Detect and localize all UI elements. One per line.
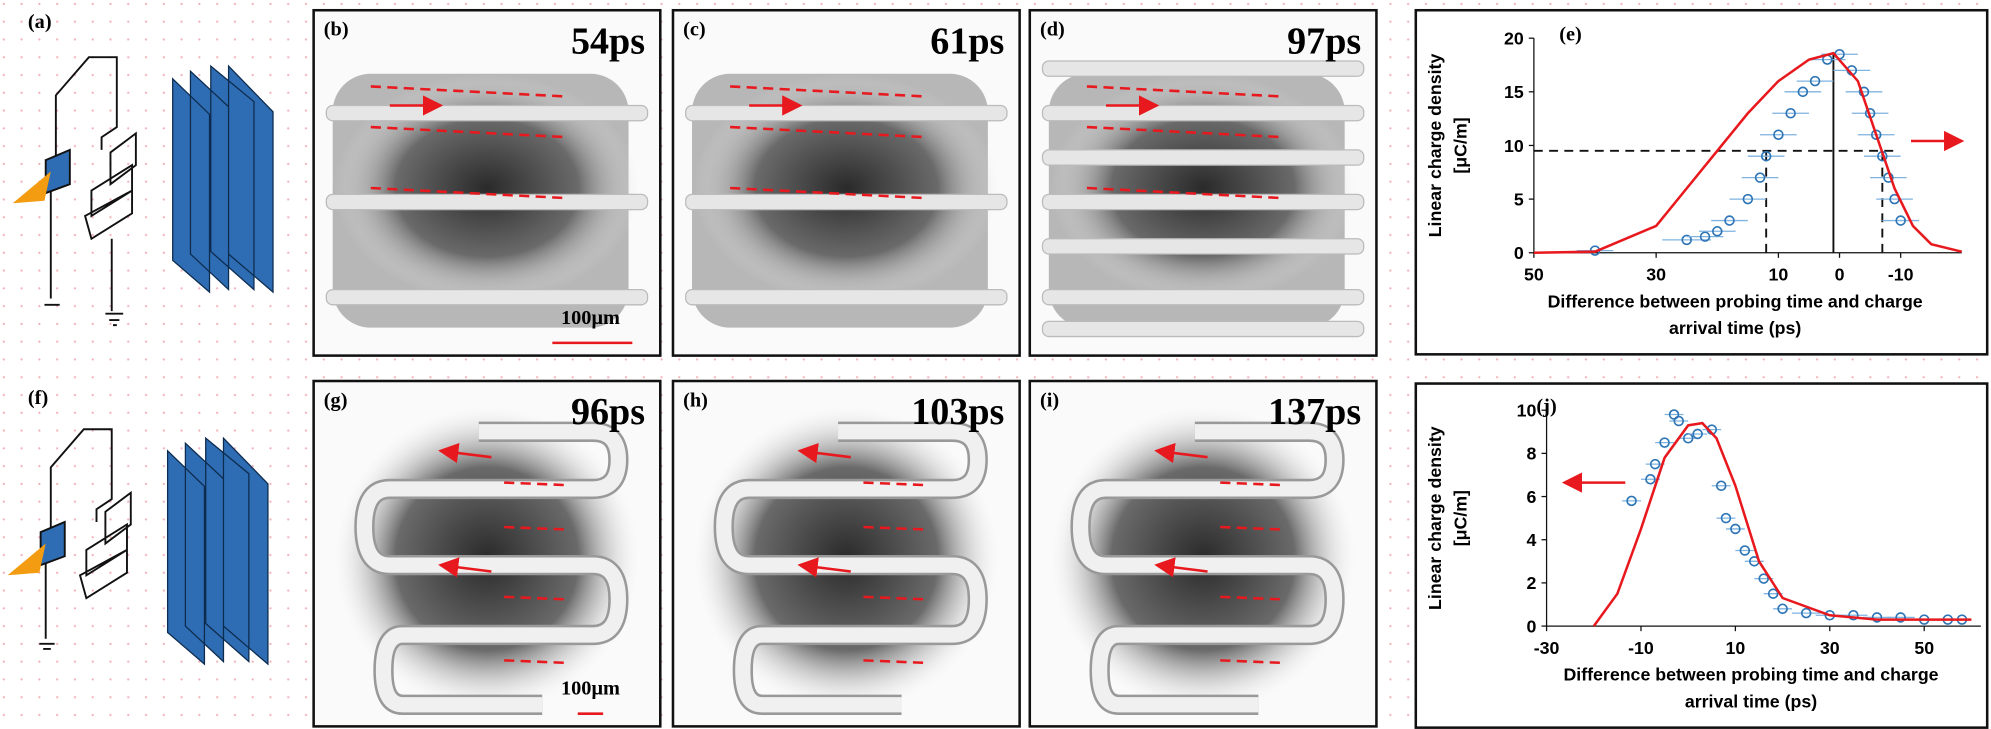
panel-label: (e) (1559, 24, 1582, 46)
panel-label: (h) (683, 389, 708, 411)
panel-label: (j) (1536, 396, 1556, 418)
y-tick-label: 15 (1504, 82, 1524, 102)
x-tick-label: 50 (1914, 638, 1934, 658)
x-tick-label: 30 (1820, 638, 1840, 658)
time-label: 54ps (571, 20, 645, 62)
y-tick-label: 2 (1527, 573, 1537, 593)
wire (326, 290, 647, 305)
y-tick-label: 4 (1527, 530, 1537, 550)
y-axis-label: Linear charge density (1425, 54, 1445, 238)
x-axis-label: Difference between probing time and char… (1563, 665, 1938, 685)
panel-label: (i) (1040, 389, 1059, 411)
panel-label: (b) (324, 19, 349, 41)
wire (1042, 105, 1363, 120)
panel-label: (c) (683, 19, 706, 41)
panel-label: (f) (28, 387, 48, 409)
y-axis-label: Linear charge density (1425, 426, 1445, 610)
x-tick-label: 50 (1524, 265, 1544, 285)
panel-label: (g) (324, 389, 348, 411)
x-tick-label: 0 (1835, 265, 1845, 285)
panel-label: (d) (1040, 19, 1065, 41)
time-label: 97ps (1287, 20, 1361, 62)
wire (326, 105, 647, 120)
y-tick-label: 10 (1517, 401, 1537, 421)
page: (a) (f) (b) 54ps 100μm (c) 61ps (d) 97ps (g) 96p… (0, 0, 1991, 729)
figure: (a) (f) (b) 54ps 100μm (c) 61ps (d) 97ps (g) 96p… (0, 0, 1991, 729)
y-axis-label: [μC/m] (1451, 490, 1471, 546)
y-tick-label: 20 (1504, 29, 1524, 49)
x-tick-label: 30 (1646, 265, 1666, 285)
x-tick-label: -10 (1888, 265, 1914, 285)
wire (686, 290, 1007, 305)
x-axis-label: arrival time (ps) (1669, 318, 1801, 338)
wire (1042, 290, 1363, 305)
x-tick-label: -10 (1628, 638, 1654, 658)
wire (326, 194, 647, 209)
y-tick-label: 5 (1514, 189, 1524, 209)
wire (686, 105, 1007, 120)
y-tick-label: 6 (1527, 487, 1537, 507)
panel-label: (a) (28, 11, 52, 33)
y-tick-label: 8 (1527, 444, 1537, 464)
x-axis-label: arrival time (ps) (1685, 691, 1817, 711)
time-label: 137ps (1268, 391, 1361, 433)
wire (1042, 194, 1363, 209)
x-axis-label: Difference between probing time and char… (1548, 291, 1923, 311)
scale-label: 100μm (561, 307, 620, 329)
scale-label: 100μm (561, 678, 620, 700)
wire (1042, 61, 1363, 76)
y-tick-label: 10 (1504, 136, 1524, 156)
x-tick-label: -30 (1534, 638, 1560, 658)
y-axis-label: [μC/m] (1451, 117, 1471, 173)
y-tick-label: 0 (1514, 243, 1524, 263)
wire (1042, 321, 1363, 336)
x-tick-label: 10 (1726, 638, 1746, 658)
time-label: 103ps (911, 391, 1004, 433)
wire (1042, 239, 1363, 254)
time-label: 61ps (930, 20, 1004, 62)
y-tick-label: 0 (1527, 616, 1537, 636)
time-label: 96ps (571, 391, 645, 433)
wire (686, 194, 1007, 209)
wire (1042, 150, 1363, 165)
x-tick-label: 10 (1769, 265, 1789, 285)
